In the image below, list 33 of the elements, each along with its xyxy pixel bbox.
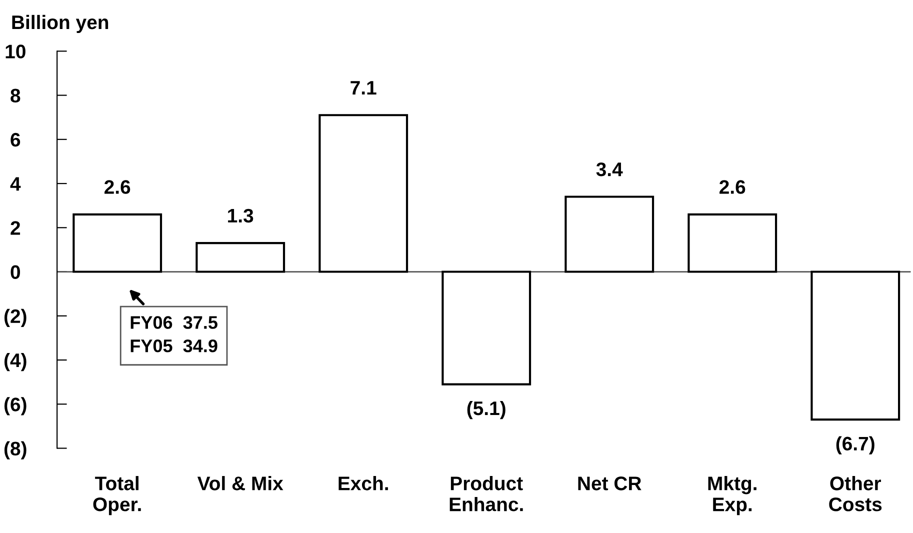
x-tick-label: Total Oper. xyxy=(93,476,141,516)
bar xyxy=(318,114,408,273)
y-tick-label: 4 xyxy=(10,177,21,191)
x-tick-label: Mktg. Exp. xyxy=(708,476,756,516)
data-label: 2.6 xyxy=(720,180,746,194)
bar xyxy=(810,270,900,421)
y-tick-label: 10 xyxy=(6,44,26,58)
bar xyxy=(688,213,778,273)
data-label: 7.1 xyxy=(350,81,376,94)
x-tick-label: Net CR xyxy=(578,476,642,490)
bar xyxy=(196,242,286,273)
y-tick-label: 0 xyxy=(10,265,20,280)
data-label: (5.1) xyxy=(467,400,506,420)
data-label: 2.6 xyxy=(104,180,130,194)
x-tick-label: Exch. xyxy=(338,476,388,490)
annotation: FY06 37.5 FY05 34.9 xyxy=(130,316,218,352)
y-tick-label: (4) xyxy=(4,352,26,372)
x-tick-label: Product Enhanc. xyxy=(450,476,523,512)
x-tick-label: Other Costs xyxy=(829,476,882,512)
y-tick-label: 6 xyxy=(10,132,20,147)
data-label: 3.4 xyxy=(596,162,623,176)
bar xyxy=(564,196,654,273)
data-label: (6.7) xyxy=(836,436,874,454)
bar xyxy=(72,213,162,273)
y-tick-label: 8 xyxy=(10,88,20,103)
bar xyxy=(442,270,532,386)
y-axis-title: Billion yen xyxy=(12,14,108,34)
y-tick-label: 2 xyxy=(10,221,20,235)
y-tick-label: (2) xyxy=(4,308,26,327)
y-tick-label: (8) xyxy=(4,441,26,460)
data-label: 1.3 xyxy=(228,208,254,223)
y-tick-label: (6) xyxy=(4,397,26,416)
x-tick-label: Vol & Mix xyxy=(197,476,284,490)
